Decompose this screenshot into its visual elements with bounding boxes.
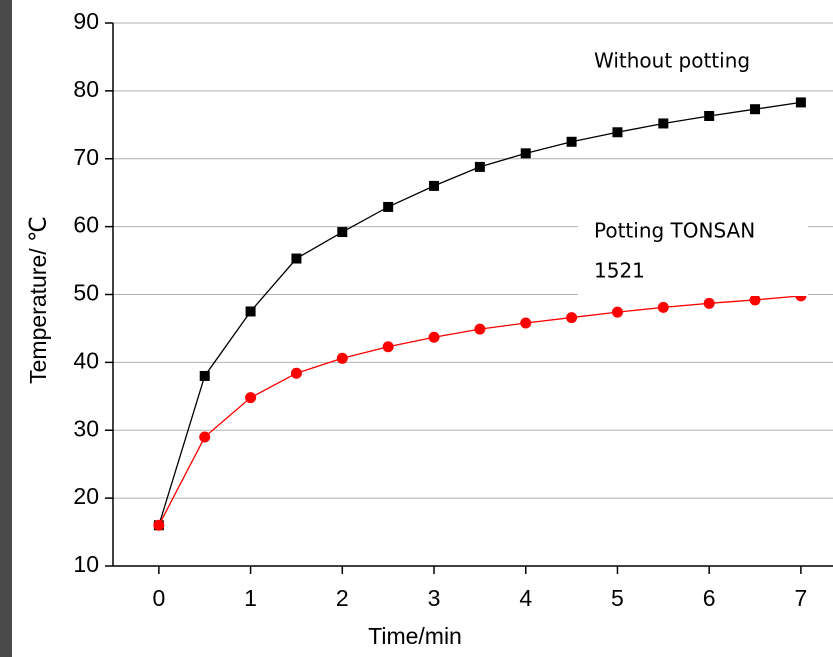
x-axis-label: Time/min bbox=[368, 623, 462, 649]
marker bbox=[153, 519, 165, 531]
marker bbox=[566, 312, 578, 324]
x-tick-label: 2 bbox=[336, 585, 349, 611]
marker bbox=[795, 97, 806, 108]
x-tick-label: 5 bbox=[611, 585, 624, 611]
marker bbox=[658, 118, 669, 129]
marker bbox=[657, 301, 669, 313]
marker bbox=[428, 331, 440, 343]
annotation-bg bbox=[578, 36, 808, 86]
y-axis-label: Temperature/ ℃ bbox=[25, 216, 51, 384]
marker bbox=[383, 201, 394, 212]
marker bbox=[429, 180, 440, 191]
annotation: 1521 bbox=[594, 259, 645, 283]
annotation-bg bbox=[578, 206, 808, 296]
marker bbox=[336, 352, 348, 364]
x-tick-label: 6 bbox=[703, 585, 716, 611]
y-tick-label: 40 bbox=[73, 347, 99, 373]
x-tick-label: 7 bbox=[794, 585, 807, 611]
photo-edge bbox=[0, 0, 12, 657]
marker bbox=[520, 317, 532, 329]
y-tick-label: 90 bbox=[73, 8, 99, 34]
marker bbox=[474, 323, 486, 335]
marker bbox=[704, 110, 715, 121]
marker bbox=[474, 161, 485, 172]
x-tick-label: 4 bbox=[519, 585, 532, 611]
annotation: Potting TONSAN bbox=[594, 219, 755, 243]
marker bbox=[382, 341, 394, 353]
marker bbox=[290, 367, 302, 379]
x-tick-label: 1 bbox=[244, 585, 257, 611]
marker bbox=[566, 136, 577, 147]
y-tick-label: 70 bbox=[73, 144, 99, 170]
marker bbox=[245, 392, 257, 404]
y-tick-label: 60 bbox=[73, 212, 99, 238]
marker bbox=[611, 306, 623, 318]
marker bbox=[520, 148, 531, 159]
marker bbox=[199, 370, 210, 381]
y-tick-label: 10 bbox=[73, 551, 99, 577]
marker bbox=[703, 297, 715, 309]
y-tick-label: 50 bbox=[73, 280, 99, 306]
marker bbox=[337, 227, 348, 238]
marker bbox=[245, 306, 256, 317]
annotation: Without potting bbox=[594, 49, 750, 73]
marker bbox=[749, 294, 761, 306]
marker bbox=[199, 431, 211, 443]
y-tick-label: 20 bbox=[73, 483, 99, 509]
y-tick-label: 80 bbox=[73, 76, 99, 102]
marker bbox=[291, 253, 302, 264]
marker bbox=[612, 127, 623, 138]
x-tick-label: 3 bbox=[428, 585, 441, 611]
marker bbox=[750, 104, 761, 115]
x-tick-label: 0 bbox=[152, 585, 165, 611]
y-tick-label: 30 bbox=[73, 415, 99, 441]
